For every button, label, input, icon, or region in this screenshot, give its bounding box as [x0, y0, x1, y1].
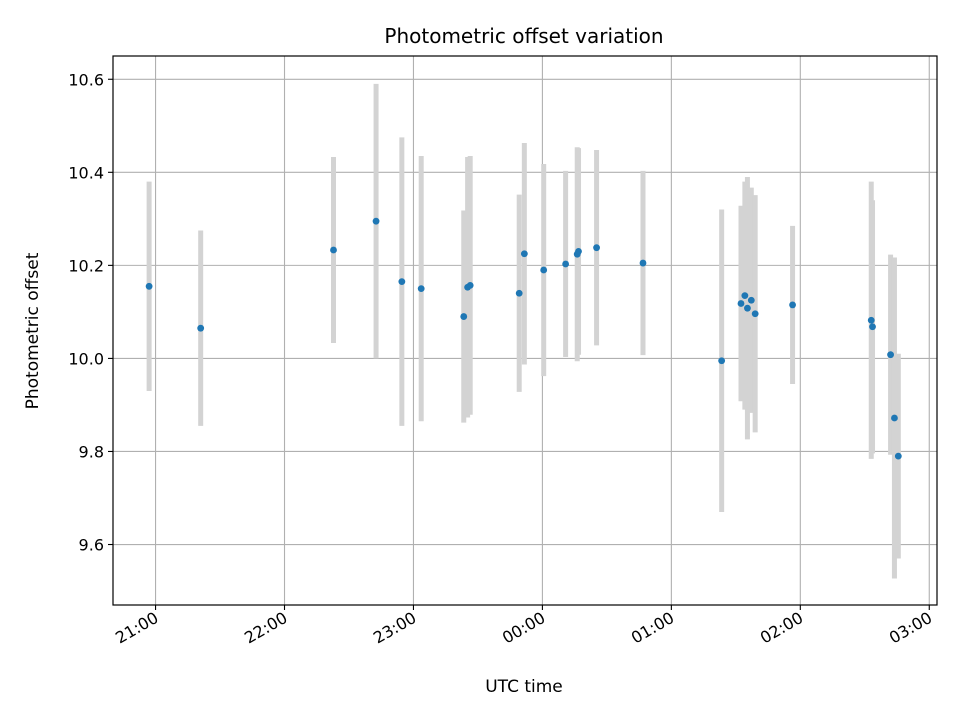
data-point [867, 316, 875, 324]
data-point [751, 310, 759, 318]
data-point [417, 285, 425, 293]
data-point [891, 414, 898, 422]
data-point [466, 281, 474, 289]
y-tick-label: 10.0 [68, 349, 104, 368]
y-tick-label: 9.8 [79, 442, 104, 461]
data-points [145, 217, 902, 460]
data-point [460, 313, 468, 320]
data-point [639, 259, 647, 267]
y-tick-label: 10.4 [68, 163, 104, 182]
x-axis-label: UTC time [485, 677, 563, 697]
data-point [894, 452, 902, 460]
data-point [145, 282, 153, 290]
data-point [575, 248, 582, 255]
data-point [330, 246, 337, 254]
y-tick-label: 9.6 [79, 536, 104, 555]
y-axis-ticks: 9.6 9.8 10.0 10.2 10.4 10.6 [68, 70, 113, 555]
data-point [593, 244, 600, 252]
data-point [741, 292, 749, 300]
data-point [744, 304, 751, 312]
data-point [562, 260, 570, 268]
data-point [372, 217, 380, 225]
data-point [747, 296, 755, 304]
chart-title: Photometric offset variation [384, 24, 663, 48]
data-point [789, 301, 796, 309]
data-point [718, 357, 726, 365]
data-point [869, 323, 876, 331]
plot-frame [112, 55, 938, 606]
data-point [520, 250, 528, 258]
y-tick-label: 10.6 [68, 70, 104, 89]
data-point [540, 266, 548, 274]
data-point [515, 289, 523, 297]
data-point [887, 351, 894, 359]
data-point [737, 300, 745, 307]
data-point [398, 278, 406, 286]
y-tick-label: 10.2 [68, 256, 104, 275]
data-point [197, 324, 205, 332]
y-axis-label: Photometric offset [23, 252, 43, 409]
